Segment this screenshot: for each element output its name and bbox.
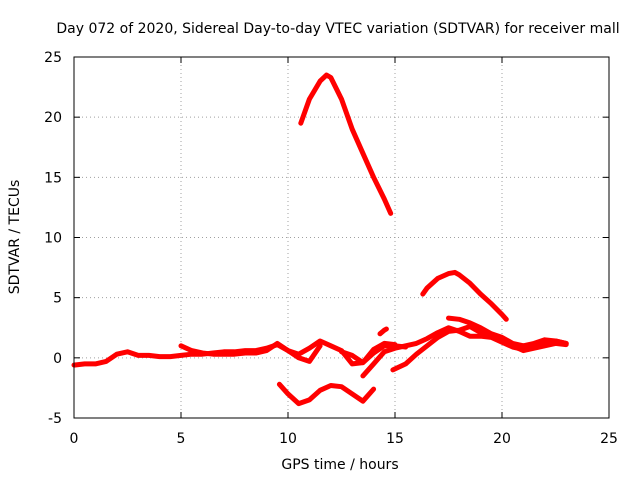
series-line-pass-2 bbox=[178, 340, 323, 364]
series-line-pass-6 bbox=[420, 269, 509, 322]
x-tick-label: 20 bbox=[493, 431, 511, 447]
x-tick-labels: 0 5 10 15 20 25 bbox=[70, 431, 618, 447]
series-line-pass-10 bbox=[446, 315, 569, 349]
series-layer bbox=[71, 72, 569, 407]
axis-ticks bbox=[73, 56, 610, 419]
y-axis-label: SDTVAR / TECUs bbox=[7, 180, 23, 295]
y-tick-label: 10 bbox=[44, 231, 62, 247]
x-tick-label: 5 bbox=[177, 431, 186, 447]
grid-lines bbox=[74, 57, 609, 418]
y-tick-label: -5 bbox=[48, 411, 62, 427]
x-tick-label: 25 bbox=[600, 431, 618, 447]
series-line-pass-4 bbox=[298, 72, 394, 216]
series-line-pass-9 bbox=[390, 324, 569, 373]
x-tick-label: 10 bbox=[279, 431, 297, 447]
y-tick-label: 25 bbox=[44, 50, 62, 66]
series-line-pass-3 bbox=[339, 340, 398, 366]
series-line-pass-7 bbox=[377, 326, 389, 337]
x-tick-label: 15 bbox=[386, 431, 404, 447]
y-tick-label: 15 bbox=[44, 170, 62, 186]
y-tick-label: 20 bbox=[44, 110, 62, 126]
series-line-pass-5 bbox=[276, 381, 377, 407]
x-tick-label: 0 bbox=[70, 431, 79, 447]
y-tick-label: 5 bbox=[53, 291, 62, 307]
x-axis-label: GPS time / hours bbox=[281, 457, 398, 473]
y-tick-labels: -5 0 5 10 15 20 25 bbox=[44, 50, 62, 427]
y-tick-label: 0 bbox=[53, 351, 62, 367]
chart-title: Day 072 of 2020, Sidereal Day-to-day VTE… bbox=[56, 21, 619, 37]
